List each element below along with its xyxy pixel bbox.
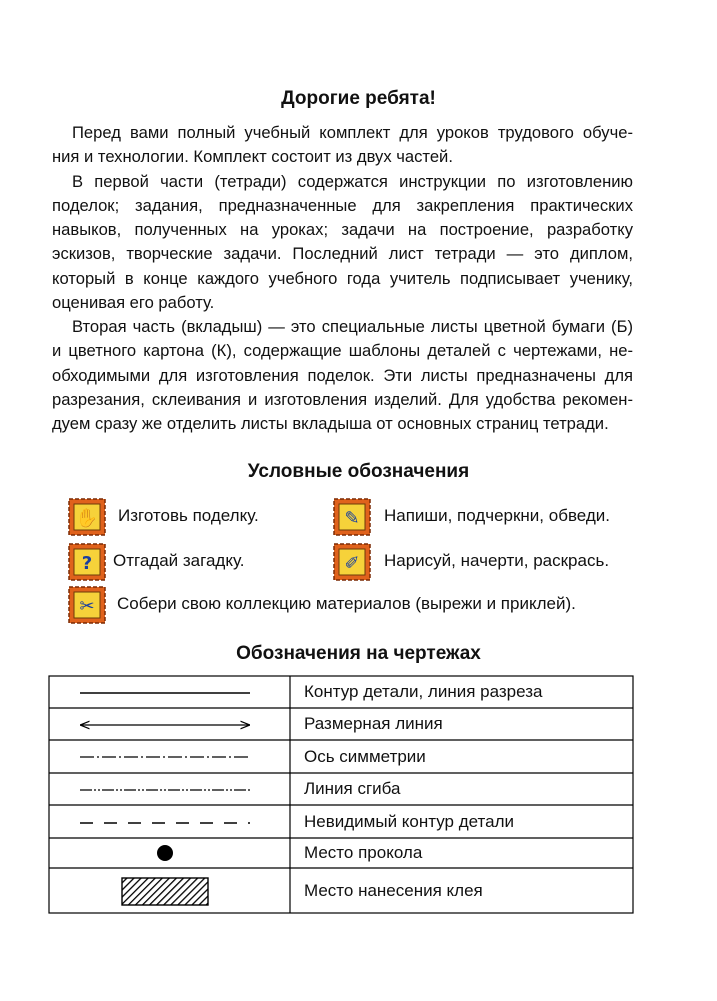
paragraph-line: разрезания, склеивания и изготовления из… (52, 389, 633, 409)
table-cell-text: Место прокола (304, 843, 423, 862)
paragraph-line: и цветного картона (К), содержащие шабло… (52, 341, 633, 361)
table-cell-text: Линия сгиба (304, 779, 401, 798)
paragraph-line: навыков, полученных на уроках; задачи на… (52, 220, 633, 239)
legend-icon: ✂ (68, 586, 106, 624)
paragraph-line: который в конце каждого учебного года уч… (52, 268, 633, 288)
svg-text:✎: ✎ (344, 508, 359, 529)
paragraph-line: дуем сразу же отделить листы вкладыша от… (52, 414, 609, 433)
paragraph-line: поделок; задания, предназначенные для за… (52, 195, 633, 215)
table-cell-text: Невидимый контур детали (304, 811, 515, 831)
legend-title: Условные обозначения (247, 461, 470, 482)
paragraph-line: Вторая часть (вкладыш) — это специальные… (72, 317, 633, 336)
paragraph-line: оценивая его работу. (52, 292, 215, 312)
legend-icon: ✋ (68, 498, 106, 536)
table-cell-text: Контур детали, линия разреза (304, 682, 543, 701)
svg-text:✋: ✋ (76, 507, 98, 529)
paragraph-line: В первой части (тетради) содержатся инст… (72, 171, 633, 191)
table-cell-text: Ось симметрии (304, 746, 426, 766)
legend-icon: ✐ (333, 543, 371, 581)
legend-icon: ? (68, 543, 106, 581)
svg-text:✂: ✂ (79, 596, 94, 617)
paragraph-line: обходимыми для изготовления поделок. Эти… (52, 365, 633, 385)
legend-text: Напиши, подчеркни, обведи. (384, 506, 611, 525)
table-cell-text: Размерная линия (304, 714, 443, 733)
paragraph-line: эскизов, творческие задачи. Последний ли… (52, 244, 633, 264)
paragraph-line: Перед вами полный учебный комплект для у… (72, 123, 633, 142)
legend-text: Нарисуй, начерти, раскрась. (384, 551, 610, 570)
legend-icon: ✎ (333, 498, 371, 536)
table-cell-text: Место нанесения клея (304, 880, 483, 900)
legend-text: Собери свою коллекцию материалов (вырежи… (117, 594, 576, 613)
paragraph-line: ния и технологии. Комплект состоит из дв… (52, 147, 453, 167)
drawings-title: Обозначения на чертежах (236, 643, 481, 664)
svg-text:✐: ✐ (344, 553, 359, 574)
legend-text: Отгадай загадку. (113, 551, 245, 570)
svg-text:?: ? (82, 553, 92, 574)
page-title: Дорогие ребята! (281, 88, 436, 109)
legend-text: Изготовь поделку. (118, 506, 259, 525)
